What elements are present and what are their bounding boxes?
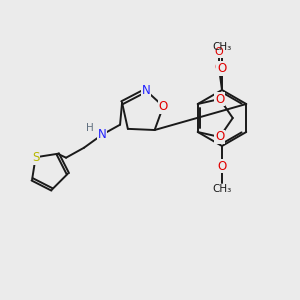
Text: O: O bbox=[215, 92, 224, 106]
Text: O: O bbox=[218, 62, 226, 76]
Text: O: O bbox=[218, 160, 226, 172]
Text: O: O bbox=[214, 47, 224, 57]
Text: N: N bbox=[141, 84, 150, 97]
Text: CH₃: CH₃ bbox=[212, 42, 232, 52]
Text: O: O bbox=[159, 100, 168, 113]
Text: CH₃: CH₃ bbox=[212, 184, 232, 194]
Text: O: O bbox=[215, 130, 224, 143]
Text: S: S bbox=[32, 151, 39, 164]
Text: H: H bbox=[86, 123, 94, 133]
Text: O: O bbox=[214, 61, 224, 74]
Text: N: N bbox=[98, 128, 106, 141]
